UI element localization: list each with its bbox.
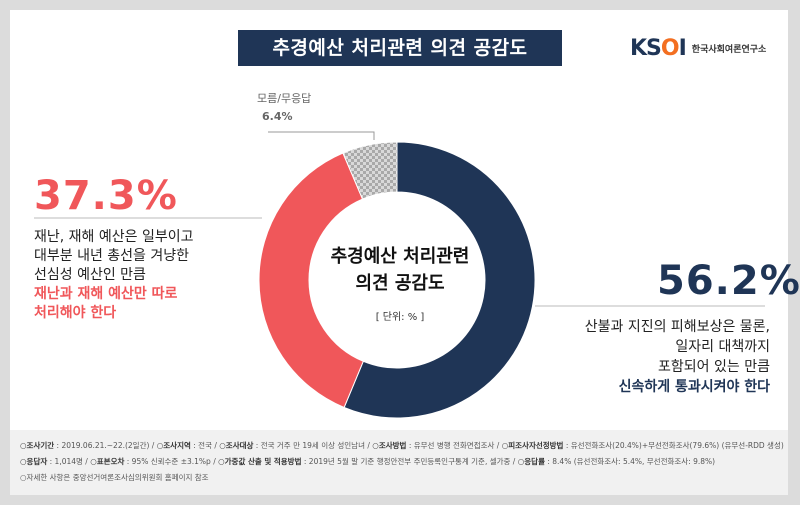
footer-key: ○가중값 산출 및 적용방법 [218, 457, 302, 466]
footer-key: ○조사방법 [372, 441, 407, 450]
footer-value: : 2019년 5월 말 기준 행정안전부 주민등록인구통계 기준, 셀가중 / [301, 457, 518, 466]
center-title-line2: 의견 공감도 [355, 273, 445, 294]
donut-slice-dontknow [342, 141, 398, 200]
left-desc-line: 재난, 재해 예산은 일부이고 [34, 229, 194, 245]
footer-line-3: ○자세한 사항은 중앙선거여론조사심의위원회 홈페이지 참조 [20, 473, 209, 482]
footer-key: ○조사대상 [219, 441, 254, 450]
center-title-line1: 추경예산 처리관련 [330, 246, 470, 267]
right-desc-line: 포함되어 있는 만큼 [658, 359, 770, 375]
footer-value: : 8.4% (유선전화조사: 5.4%, 무선전화조사: 9.8%) [544, 457, 716, 466]
footer-key: ○조사지역 [156, 441, 191, 450]
footer-key: ○피조사자선정방법 [501, 441, 564, 450]
right-percent: 56.2% [657, 258, 800, 304]
footer-value: : 전국 / [190, 441, 220, 450]
logo-subtitle: 한국사회여론연구소 [691, 45, 767, 55]
right-desc-line: 일자리 대책까지 [675, 339, 770, 355]
footer-value: : 2019.06.21.~22.(2일간) / [54, 441, 157, 450]
footer-key: ○응답자 [20, 457, 48, 466]
footer-line-2: ○응답자 : 1,014명 / ○표본오차 : 95% 신뢰수준 ±3.1%p … [20, 456, 715, 467]
left-desc-line: 대부분 내년 총선을 겨냥한 [34, 248, 190, 264]
center-title: 추경예산 처리관련 의견 공감도 [310, 243, 490, 297]
footer-key: ○응답률 [517, 457, 545, 466]
right-description: 산불과 지진의 피해보상은 물론, 일자리 대책까지 포함되어 있는 만큼 신속… [585, 317, 770, 397]
left-desc-line: 선심성 예산인 만큼 [34, 267, 146, 283]
footer-value: : 유무선 병행 전화면접조사 / [406, 441, 502, 450]
left-percent: 37.3% [34, 173, 178, 219]
chart-panel [10, 10, 788, 430]
ksoi-logo: KSOI 한국사회여론연구소 [630, 36, 766, 61]
donut-slice-pass-quickly [343, 141, 536, 419]
leader-line-dontknow [268, 131, 375, 140]
footer-key: ○조사기간 [20, 441, 55, 450]
donut-slice-separate-disaster [258, 152, 364, 409]
dontknow-percent: 6.4% [262, 110, 293, 123]
left-desc-highlight: 처리해야 한다 [34, 305, 117, 321]
right-desc-highlight: 신속하게 통과시켜야 한다 [618, 379, 770, 395]
right-desc-line: 산불과 지진의 피해보상은 물론, [584, 319, 770, 335]
survey-footer [10, 430, 788, 495]
footer-value: : 95% 신뢰수준 ±3.1%p / [124, 457, 219, 466]
footer-line-1: ○조사기간 : 2019.06.21.~22.(2일간) / ○조사지역 : 전… [20, 440, 784, 451]
footer-value: : 1,014명 / [47, 457, 91, 466]
footer-value: : 유선전화조사(20.4%)+무선전화조사(79.6%) (유무선-RDD 생… [563, 441, 784, 450]
footer-value: : 전국 거주 만 19세 이상 성인남녀 / [253, 441, 373, 450]
logo-mark: KSOI [630, 36, 687, 61]
left-desc-highlight: 재난과 재해 예산만 따로 [34, 286, 178, 302]
page-title: 추경예산 처리관련 의견 공감도 [238, 30, 562, 66]
footer-key: ○표본오차 [90, 457, 125, 466]
left-description: 재난, 재해 예산은 일부이고 대부분 내년 총선을 겨냥한 선심성 예산인 만… [34, 228, 193, 323]
unit-label: [ 단위: % ] [375, 312, 425, 323]
dontknow-label: 모름/무응답 [257, 92, 312, 105]
